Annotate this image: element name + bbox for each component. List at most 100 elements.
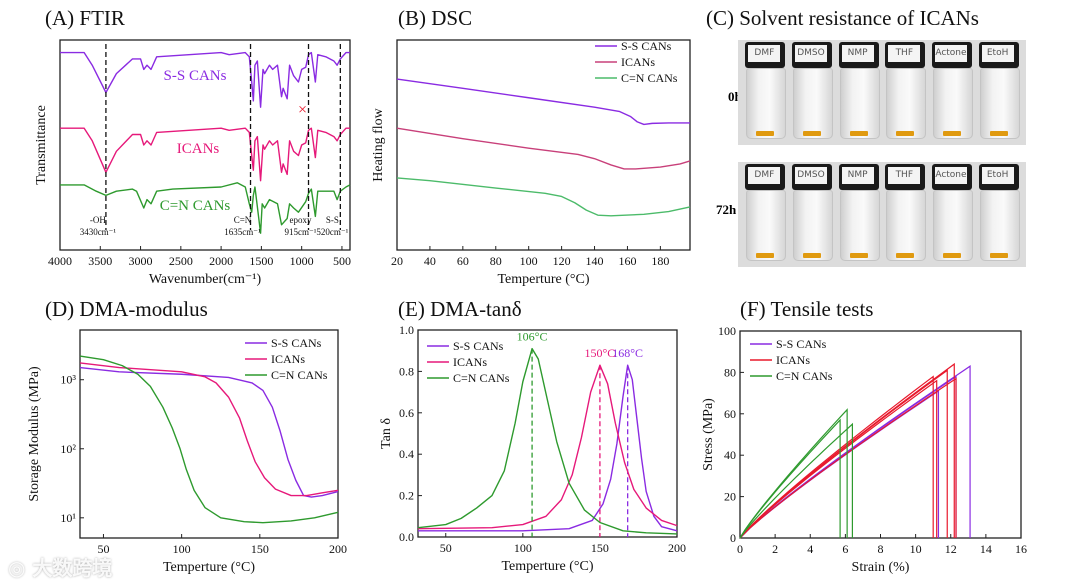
specimen-curve bbox=[739, 422, 854, 539]
x-tick-label: 10 bbox=[910, 542, 922, 556]
y-tick-label: 10¹ bbox=[60, 511, 76, 525]
x-tick-label: 100 bbox=[520, 254, 538, 268]
x-tick-label: 2500 bbox=[169, 254, 193, 268]
x-tick-label: 160 bbox=[618, 254, 636, 268]
legend-label: ICANs bbox=[453, 355, 487, 369]
vial-label: EtoH bbox=[981, 45, 1014, 62]
annotation-wavenumber: 915cm⁻¹ bbox=[285, 227, 317, 237]
series-line-c-n-cans bbox=[396, 177, 691, 217]
x-tick-label: 120 bbox=[553, 254, 571, 268]
vial: Actone bbox=[931, 40, 973, 145]
panel-title: (B) DSC bbox=[398, 6, 472, 30]
y-tick-label: 20 bbox=[724, 490, 736, 504]
legend-label: C=N CANs bbox=[453, 371, 510, 385]
x-tick-label: 50 bbox=[97, 542, 109, 556]
y-tick-label: 40 bbox=[724, 448, 736, 462]
annotation-group: C=N bbox=[234, 215, 252, 225]
annotation-wavenumber: 520cm⁻¹ bbox=[316, 227, 348, 237]
vial-label: NMP bbox=[841, 167, 874, 184]
vial-glass bbox=[839, 68, 880, 139]
vial: DMF bbox=[744, 40, 787, 145]
series-line-s-s-cans bbox=[418, 364, 678, 532]
peak-label: 106°C bbox=[517, 330, 548, 344]
x-tick-label: 500 bbox=[333, 254, 351, 268]
series-line-c-n-cans bbox=[60, 182, 351, 234]
vial-glass bbox=[886, 68, 927, 139]
annotation-group: -OH bbox=[90, 215, 106, 225]
vials-photo-72h: DMF DMSO NMP THF Actone EtoH bbox=[738, 162, 1026, 267]
specimen-curve bbox=[739, 377, 957, 539]
x-tick-label: 150 bbox=[591, 541, 609, 555]
vial-glass bbox=[932, 68, 973, 139]
x-tick-label: 50 bbox=[440, 541, 452, 555]
legend-label: C=N CANs bbox=[271, 368, 328, 382]
x-tick-label: 3500 bbox=[88, 254, 112, 268]
panel-title: (A) FTIR bbox=[45, 6, 125, 30]
polymer-sample bbox=[756, 253, 775, 258]
vial-glass bbox=[979, 68, 1020, 139]
series-line-c-n-cans bbox=[79, 355, 339, 524]
polymer-sample bbox=[802, 253, 821, 258]
vial-label: THF bbox=[888, 45, 921, 62]
y-tick-label: 1.0 bbox=[399, 323, 414, 337]
vial-label: DMSO bbox=[794, 45, 827, 62]
vial: NMP bbox=[838, 162, 880, 267]
vial-glass bbox=[886, 190, 927, 261]
x-tick-label: 4 bbox=[807, 542, 813, 556]
y-axis-label: Tan δ bbox=[379, 418, 394, 449]
x-tick-label: 4000 bbox=[48, 254, 72, 268]
y-tick-label: 0.0 bbox=[399, 530, 414, 544]
vial-glass bbox=[979, 190, 1020, 261]
specimen-curve bbox=[739, 418, 841, 539]
polymer-sample bbox=[896, 253, 915, 258]
legend-label: ICANs bbox=[776, 353, 810, 367]
polymer-sample bbox=[849, 131, 868, 136]
y-axis-label: Heating flow bbox=[371, 107, 386, 181]
series-line-icans bbox=[417, 364, 678, 530]
y-tick-label: 10³ bbox=[60, 373, 76, 387]
polymer-sample bbox=[802, 131, 821, 136]
series-line-s-s-cans bbox=[60, 51, 350, 108]
legend-label: C=N CANs bbox=[621, 71, 678, 85]
x-tick-label: 1000 bbox=[290, 254, 314, 268]
polymer-sample bbox=[849, 253, 868, 258]
panel-title: (E) DMA-tanδ bbox=[398, 297, 522, 321]
peak-label: 150°C bbox=[585, 346, 616, 360]
x-axis-label: Temperture (°C) bbox=[163, 560, 255, 575]
vial: NMP bbox=[838, 40, 880, 145]
x-tick-label: 3000 bbox=[129, 254, 153, 268]
vial-glass bbox=[746, 68, 787, 139]
plot-frame bbox=[59, 39, 351, 251]
y-tick-label: 10² bbox=[60, 442, 76, 456]
x-axis-label: Temperture (°C) bbox=[497, 272, 589, 287]
x-tick-label: 200 bbox=[668, 541, 686, 555]
x-tick-label: 0 bbox=[737, 542, 743, 556]
vial-label: THF bbox=[888, 167, 921, 184]
y-tick-label: 80 bbox=[724, 365, 736, 379]
vial-label: EtoH bbox=[981, 167, 1014, 184]
chart-B: (B) DSC 20 40 60 80 100 120 140 160 180 Temperture… bbox=[371, 6, 691, 287]
x-tick-label: 180 bbox=[651, 254, 669, 268]
y-axis-label: Stress (MPa) bbox=[701, 398, 716, 471]
vial-glass bbox=[792, 68, 833, 139]
plot-frame bbox=[396, 39, 691, 251]
y-tick-label: 0.4 bbox=[399, 447, 414, 461]
vial-glass bbox=[792, 190, 833, 261]
x-tick-label: 80 bbox=[490, 254, 502, 268]
y-tick-label: 0.6 bbox=[399, 406, 414, 420]
y-tick-label: 0 bbox=[730, 531, 736, 545]
x-tick-label: 16 bbox=[1015, 542, 1027, 556]
specimen-curve bbox=[739, 379, 938, 539]
x-tick-label: 2000 bbox=[209, 254, 233, 268]
vial: DMSO bbox=[791, 40, 833, 145]
plot-frame bbox=[417, 329, 678, 538]
series-line-icans bbox=[396, 127, 691, 170]
x-tick-label: 14 bbox=[980, 542, 992, 556]
vial-glass bbox=[932, 190, 973, 261]
x-tick-label: 200 bbox=[329, 542, 347, 556]
x-tick-label: 20 bbox=[391, 254, 403, 268]
series-line-icans bbox=[79, 362, 339, 497]
row-label-72h: 72h bbox=[716, 202, 737, 217]
legend-label: S-S CANs bbox=[776, 337, 827, 351]
vial-glass bbox=[746, 190, 787, 261]
